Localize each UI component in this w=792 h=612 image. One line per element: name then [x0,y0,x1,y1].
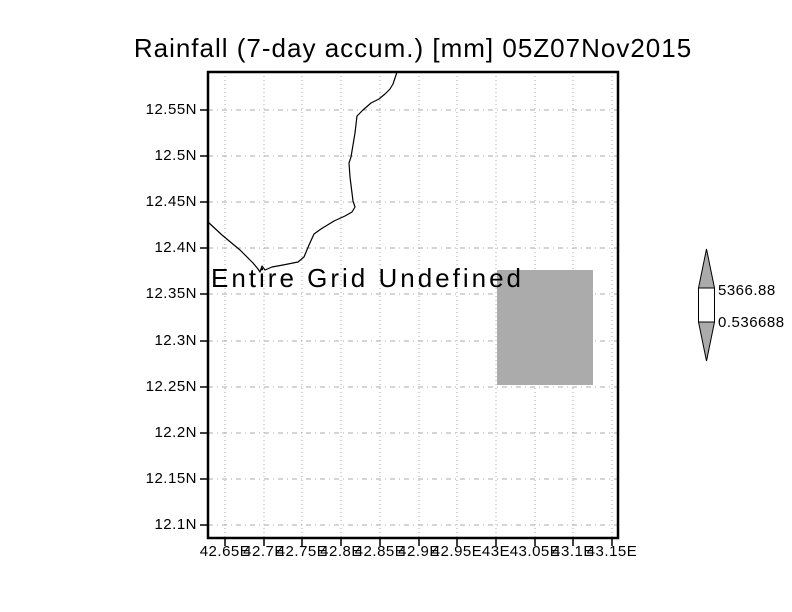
x-tick-label: 43E [481,543,511,560]
latitude-grid-lines [208,109,618,526]
x-tick-label: 43.15E [586,543,638,560]
x-tick-label: 42.8E [320,543,362,560]
y-tick-label: 12.55N [145,101,197,118]
x-tick-label: 43.1E [552,543,594,560]
x-tick-label: 42.95E [431,543,483,560]
y-tick-label: 12.1N [154,516,197,533]
y-tick-label: 12.15N [145,470,197,487]
colorbar [697,248,716,362]
map-frame [206,70,620,540]
y-tick-label: 12.25N [145,378,197,395]
colorbar-box [698,287,715,323]
y-tick-label: 12.3N [154,332,197,349]
x-tick-label: 42.65E [199,543,251,560]
y-tick-label: 12.2N [154,424,197,441]
x-tick-label: 42.7E [243,543,285,560]
x-tick-label: 42.75E [276,543,328,560]
y-tick-label: 12.45N [145,193,197,210]
x-tick-label: 43.05E [509,543,561,560]
x-tick-label: 42.85E [354,543,406,560]
y-tick-label: 12.35N [145,285,197,302]
undefined-grid-message: Entire Grid Undefined [211,263,525,293]
undefined-region-rect [497,270,593,385]
y-axis-ticks [200,109,208,526]
chart-title: Rainfall (7-day accum.) [mm] 05Z07Nov201… [133,33,693,63]
y-tick-label: 12.4N [154,239,197,256]
colorbar-max-label: 5366.88 [718,282,776,299]
y-tick-label: 12.5N [154,147,197,164]
x-axis-ticks [224,538,613,546]
x-tick-label: 42.9E [398,543,440,560]
colorbar-lower-triangle [697,321,716,362]
colorbar-min-label: 0.536688 [718,314,785,331]
coastline [207,71,398,273]
colorbar-upper-triangle [697,248,716,289]
